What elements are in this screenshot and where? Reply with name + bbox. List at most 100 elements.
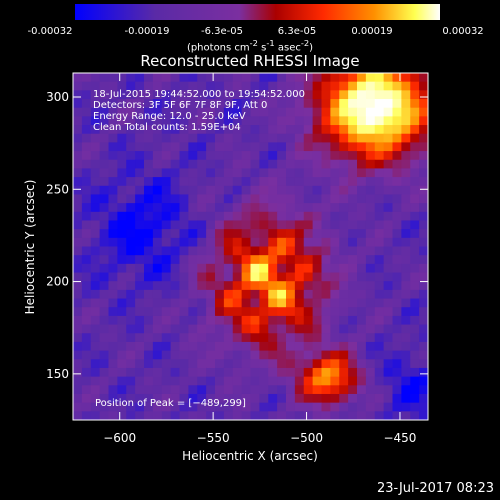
heatmap-cell (268, 73, 278, 83)
heatmap-cell (383, 116, 393, 126)
heatmap-cell (410, 211, 420, 221)
heatmap-cell (303, 255, 314, 265)
heatmap-cell (348, 315, 358, 326)
heatmap-cell (357, 402, 367, 412)
heatmap-cell (144, 341, 154, 352)
heatmap-cell (215, 159, 225, 169)
heatmap-cell (410, 376, 420, 386)
heatmap-cell (312, 307, 322, 317)
heatmap-cell (188, 246, 198, 256)
heatmap-cell (81, 333, 92, 343)
heatmap-cell (161, 289, 172, 300)
heatmap-cell (81, 142, 92, 152)
heatmap-cell (277, 185, 287, 195)
heatmap-cell (197, 177, 207, 187)
heatmap-cell (339, 99, 349, 109)
heatmap-cell (126, 125, 136, 135)
heatmap-cell (250, 99, 260, 109)
heatmap-cell (99, 90, 109, 100)
heatmap-cell (161, 90, 172, 100)
heatmap-cell (365, 350, 376, 360)
heatmap-cell (223, 246, 234, 256)
heatmap-cell (303, 185, 314, 195)
footer-date: 23-Jul-2017 08:23 (376, 481, 494, 496)
heatmap-cell (392, 263, 402, 274)
heatmap-cell (152, 81, 163, 91)
heatmap-cell (286, 289, 296, 300)
heatmap-cell (108, 90, 118, 100)
heatmap-cell (241, 194, 251, 204)
heatmap-cell (374, 298, 385, 308)
heatmap-cell (259, 307, 269, 317)
heatmap-cell (215, 385, 225, 395)
heatmap-cell (392, 73, 402, 83)
heatmap-cell (410, 402, 420, 412)
heatmap-cell (161, 324, 172, 334)
heatmap-cell (117, 333, 127, 343)
heatmap-cell (250, 237, 260, 247)
heatmap-cell (99, 324, 109, 334)
heatmap-cell (383, 298, 393, 308)
heatmap-cell (357, 298, 367, 308)
heatmap-cell (215, 341, 225, 352)
heatmap-cell (294, 411, 305, 421)
heatmap-cell (99, 263, 109, 274)
heatmap-cell (339, 142, 349, 152)
heatmap-cell (73, 376, 83, 386)
heatmap-cell (108, 116, 118, 126)
heatmap-cell (197, 211, 207, 221)
heatmap-cell (357, 73, 367, 83)
heatmap-cell (268, 99, 278, 109)
heatmap-cell (321, 220, 331, 230)
heatmap-cell (179, 411, 189, 421)
heatmap-cell (179, 393, 189, 404)
heatmap-cell (161, 350, 172, 360)
heatmap-cell (241, 73, 251, 83)
heatmap-cell (303, 341, 314, 352)
heatmap-cell (339, 367, 349, 378)
heatmap-cell (410, 298, 420, 308)
y-tick-label: 200 (46, 275, 69, 289)
heatmap-cell (90, 211, 101, 221)
heatmap-cell (357, 168, 367, 178)
heatmap-cell (161, 229, 172, 239)
heatmap-cell (241, 159, 251, 169)
heatmap-cell (392, 367, 402, 378)
heatmap-cell (330, 411, 340, 421)
heatmap-cell (268, 324, 278, 334)
heatmap-cell (250, 393, 260, 404)
heatmap-cell (348, 159, 358, 169)
heatmap-cell (365, 307, 376, 317)
heatmap-cell (144, 203, 154, 213)
heatmap-cell (81, 133, 92, 143)
heatmap-cell (392, 376, 402, 386)
heatmap-cell (99, 211, 109, 221)
heatmap-cell (348, 194, 358, 204)
heatmap-cell (250, 81, 260, 91)
heatmap-cell (161, 220, 172, 230)
heatmap-cell (206, 133, 216, 143)
y-tick-label: 300 (46, 90, 69, 104)
heatmap-cell (374, 151, 385, 161)
heatmap-cell (294, 393, 305, 404)
heatmap-cell (250, 246, 260, 256)
heatmap-cell (144, 90, 154, 100)
heatmap-cell (126, 350, 136, 360)
heatmap-cell (223, 81, 234, 91)
heatmap-cell (223, 151, 234, 161)
heatmap-cell (330, 393, 340, 404)
heatmap-cell (108, 341, 118, 352)
heatmap-cell (250, 220, 260, 230)
heatmap-cell (277, 298, 287, 308)
heatmap-cell (348, 341, 358, 352)
heatmap-cell (321, 73, 331, 83)
heatmap-cell (410, 359, 420, 369)
heatmap-cell (250, 333, 260, 343)
heatmap-cell (401, 116, 411, 126)
heatmap-cell (81, 272, 92, 282)
heatmap-cell (410, 350, 420, 360)
heatmap-cell (215, 315, 225, 326)
heatmap-cell (286, 393, 296, 404)
heatmap-cell (161, 203, 172, 213)
heatmap-cell (179, 220, 189, 230)
